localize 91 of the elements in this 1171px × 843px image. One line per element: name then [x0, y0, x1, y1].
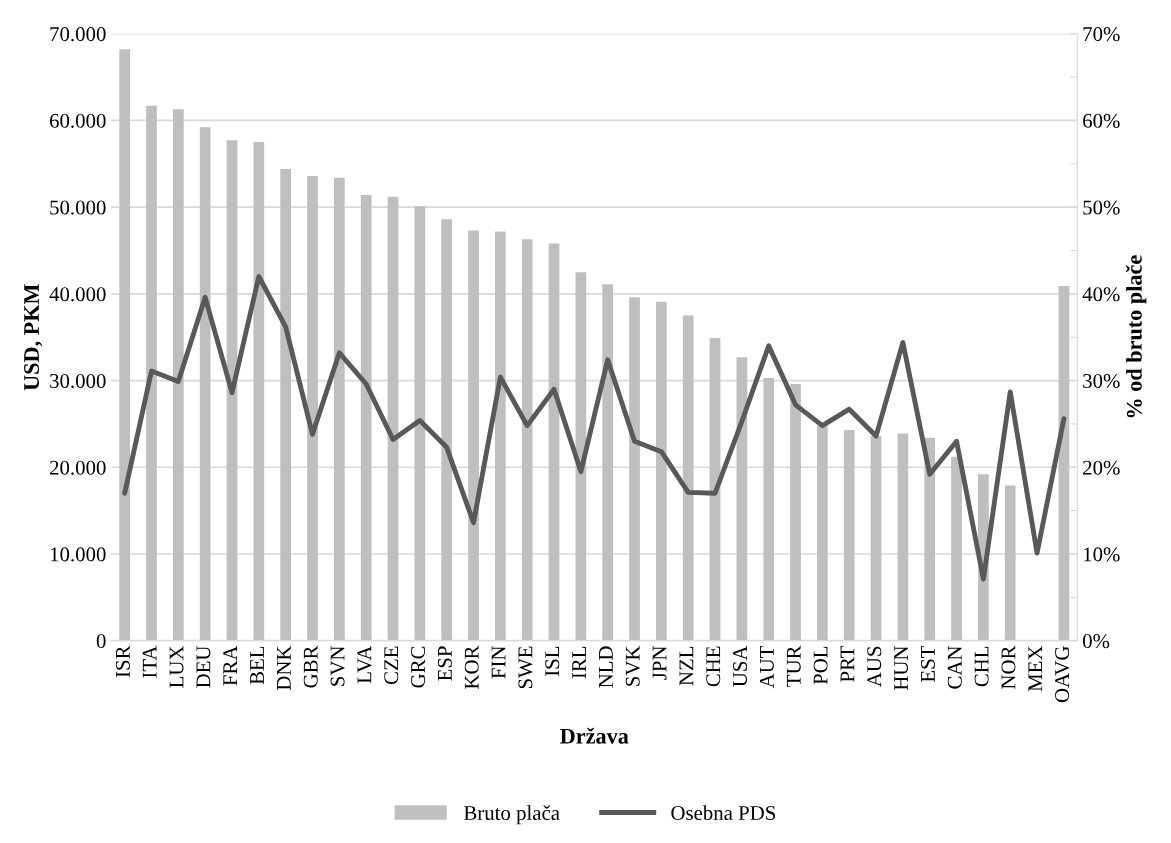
bar: [709, 338, 721, 641]
bar: [790, 384, 801, 641]
line-series: [122, 274, 1067, 582]
bar: [682, 315, 694, 641]
x-tick-label: SWE: [518, 646, 533, 689]
bar: [602, 284, 614, 641]
y-tick-label: 30.000: [50, 373, 106, 389]
x-tick-label: AUS: [867, 646, 882, 688]
y-tick-label: 40.000: [49, 287, 106, 302]
bar: [548, 243, 560, 641]
x-tick-label: OAVG: [1055, 646, 1070, 703]
x-tick-label: FRA: [223, 645, 238, 686]
x-tick-label: FIN: [491, 646, 506, 679]
y2-axis-title: % od bruto plače: [1125, 255, 1147, 418]
bar: [333, 177, 345, 641]
bar: [656, 301, 667, 641]
y-tick-label: 10.000: [50, 547, 106, 562]
legend-label: Bruto plača: [464, 805, 560, 825]
bar: [172, 109, 184, 641]
y2-tick-label: 20%: [1083, 460, 1120, 475]
x-tick-label: AUT: [759, 645, 774, 689]
x-tick-label: NZL: [679, 646, 694, 686]
x-tick-label: CZE: [384, 646, 399, 685]
bar: [521, 239, 533, 641]
bar: [360, 195, 372, 641]
x-tick-label: NOR: [1001, 645, 1016, 689]
y-tick-label: 70.000: [50, 27, 106, 42]
bar: [494, 231, 506, 641]
x-tick-label: EST: [920, 645, 935, 682]
y-tick-label: 20.000: [50, 460, 106, 475]
bar: [119, 49, 131, 641]
bar: [817, 425, 828, 641]
bar: [253, 142, 265, 641]
x-tick-label: SVN: [330, 646, 345, 686]
bar: [441, 219, 453, 641]
y2-tick-label: 30%: [1083, 373, 1120, 389]
x-tick-label: CHE: [706, 646, 721, 687]
x-tick-label: ISL: [545, 646, 560, 677]
x-tick-label: ITA: [142, 645, 157, 678]
x-tick-label: BEL: [250, 646, 264, 685]
bar: [146, 105, 157, 641]
bar: [387, 196, 399, 641]
y2-tick-label: 60%: [1083, 113, 1120, 128]
bar: [1004, 485, 1016, 641]
x-tick-label: PRT: [840, 645, 855, 682]
y2-tick-label: 40%: [1082, 287, 1120, 302]
bar: [843, 429, 855, 641]
x-tick-label: TUR: [786, 645, 801, 687]
x-tick-label: DEU: [196, 645, 211, 688]
bar: [468, 230, 479, 641]
y2-tick-label: 50%: [1083, 200, 1120, 215]
x-tick-label: GRC: [411, 646, 426, 688]
x-axis-title: Država: [560, 727, 629, 744]
bar: [280, 168, 292, 641]
x-tick-label: ISR: [115, 645, 130, 678]
x-tick-label: POL: [813, 646, 828, 685]
x-tick-label: CHL: [974, 646, 989, 687]
y-tick-label: 50.000: [50, 200, 106, 215]
bar: [870, 436, 882, 641]
y-axis-title: USD, PKM: [24, 284, 43, 391]
legend-label: Osebna PDS: [671, 805, 776, 821]
x-tick-label: MEX: [1028, 645, 1043, 692]
bar: [307, 175, 318, 641]
bar: [414, 206, 426, 641]
bar: [763, 377, 775, 641]
x-tick-label: USA: [733, 645, 748, 687]
bar: [951, 456, 962, 641]
bar: [897, 433, 909, 641]
x-tick-label: LVA: [357, 645, 372, 684]
bar: [1058, 286, 1070, 641]
x-tick-label: DNK: [277, 645, 291, 691]
x-tick-label: CAN: [947, 646, 962, 689]
x-tick-label: ESP: [437, 646, 452, 681]
y2-tick-label: 0%: [1082, 634, 1110, 649]
bar: [575, 272, 587, 641]
x-tick-label: SVK: [625, 645, 640, 686]
y2-tick-label: 70%: [1083, 27, 1120, 42]
bar: [226, 140, 238, 641]
x-tick-label: JPN: [652, 646, 667, 680]
x-tick-label: GBR: [303, 645, 318, 688]
y-tick-label: 0: [96, 634, 106, 649]
x-tick-label: KOR: [464, 645, 479, 689]
bar: [924, 437, 936, 641]
x-tick-label: IRL: [572, 646, 586, 679]
x-tick-label: NLD: [599, 646, 613, 688]
bar: [629, 297, 640, 641]
x-tick-label: LUX: [169, 645, 184, 688]
y2-tick-label: 10%: [1084, 547, 1120, 562]
y-tick-label: 60.000: [49, 113, 106, 128]
bar: [199, 127, 211, 641]
x-tick-label: HUN: [894, 646, 909, 691]
